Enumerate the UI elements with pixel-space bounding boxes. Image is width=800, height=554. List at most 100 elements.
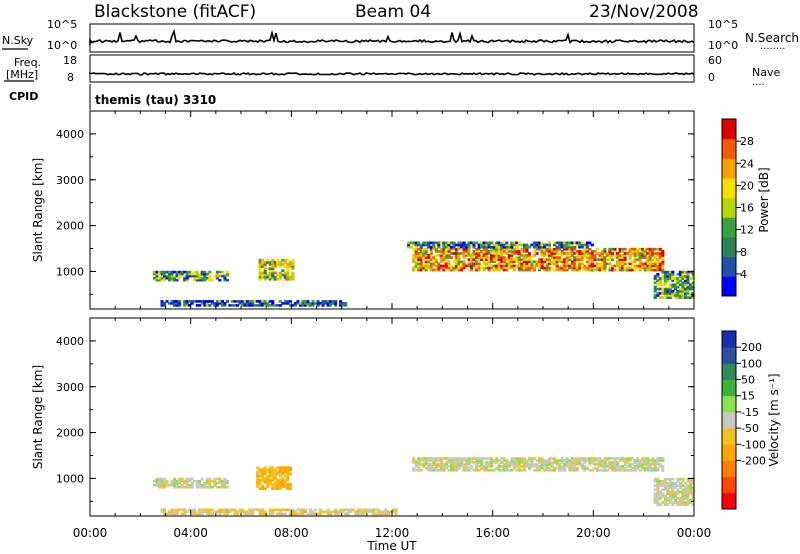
- data-cell: [681, 287, 685, 291]
- data-cell: [641, 463, 645, 466]
- data-cell: [205, 477, 209, 481]
- data-cell: [527, 467, 531, 470]
- data-cell: [593, 463, 597, 466]
- data-cell: [482, 465, 486, 468]
- data-cell: [173, 481, 177, 485]
- data-cell: [311, 300, 315, 303]
- data-cell: [633, 469, 637, 472]
- data-cell: [273, 480, 277, 484]
- data-cell: [663, 494, 667, 498]
- x-tick-label: 08:00: [274, 526, 309, 540]
- data-cell: [422, 268, 426, 272]
- data-cell: [183, 510, 187, 514]
- data-cell: [178, 477, 182, 481]
- data-cell: [419, 266, 423, 270]
- data-cell: [263, 302, 267, 305]
- data-cell: [427, 256, 431, 259]
- data-cell: [480, 467, 484, 470]
- data-cell: [447, 262, 451, 266]
- data-cell: [273, 261, 277, 264]
- data-cell: [653, 479, 657, 483]
- data-cell: [583, 457, 587, 460]
- data-cell: [558, 465, 562, 468]
- data-cell: [452, 459, 456, 462]
- data-cell: [208, 270, 212, 274]
- data-cell: [543, 247, 547, 251]
- data-cell: [663, 294, 667, 297]
- data-cell: [417, 467, 421, 470]
- data-cell: [467, 250, 471, 253]
- data-cell: [550, 461, 554, 464]
- data-cell: [243, 300, 247, 303]
- data-cell: [507, 260, 511, 264]
- data-cell: [160, 302, 164, 305]
- data-cell: [233, 510, 237, 514]
- data-cell: [454, 250, 458, 253]
- data-cell: [495, 250, 499, 253]
- data-cell: [480, 457, 484, 460]
- data-cell: [173, 508, 177, 512]
- data-cell: [424, 250, 428, 253]
- data-cell: [160, 481, 164, 485]
- data-cell: [432, 467, 436, 470]
- data-cell: [570, 247, 574, 251]
- data-cell: [273, 265, 277, 268]
- data-cell: [271, 269, 275, 273]
- data-cell: [691, 287, 695, 291]
- data-cell: [646, 258, 650, 261]
- data-cell: [517, 262, 521, 266]
- data-cell: [497, 250, 501, 253]
- data-cell: [565, 461, 569, 464]
- data-cell: [689, 287, 693, 291]
- data-cell: [663, 486, 667, 489]
- data-cell: [676, 484, 680, 487]
- data-cell: [623, 461, 627, 464]
- data-cell: [495, 252, 499, 255]
- data-cell: [215, 485, 219, 489]
- data-cell: [296, 508, 300, 512]
- data-cell: [648, 469, 652, 472]
- data-cell: [616, 467, 620, 470]
- data-cell: [465, 459, 469, 462]
- data-cell: [477, 252, 481, 255]
- data-cell: [213, 483, 217, 487]
- data-cell: [477, 258, 481, 261]
- data-cell: [545, 247, 549, 251]
- data-cell: [220, 302, 224, 305]
- data-cell: [344, 302, 348, 305]
- data-cell: [623, 254, 627, 257]
- data-cell: [563, 241, 567, 245]
- data-cell: [502, 268, 506, 272]
- data-cell: [205, 512, 209, 516]
- data-cell: [407, 245, 411, 249]
- data-cell: [686, 283, 690, 287]
- data-cell: [220, 481, 224, 485]
- data-cell: [598, 463, 602, 466]
- data-cell: [522, 266, 526, 270]
- data-cell: [666, 275, 670, 278]
- data-cell: [344, 304, 348, 307]
- data-cell: [163, 276, 167, 280]
- data-cell: [628, 457, 632, 460]
- data-cell: [198, 276, 202, 280]
- data-cell: [477, 262, 481, 266]
- data-cell: [460, 262, 464, 266]
- data-cell: [603, 268, 607, 272]
- data-cell: [598, 469, 602, 472]
- data-cell: [155, 274, 159, 278]
- data-cell: [563, 260, 567, 264]
- data-cell: [434, 467, 438, 470]
- data-cell: [210, 479, 214, 483]
- data-cell: [603, 252, 607, 255]
- data-cell: [361, 512, 365, 516]
- data-cell: [658, 482, 662, 485]
- data-cell: [658, 463, 662, 466]
- data-cell: [580, 467, 584, 470]
- data-cell: [608, 461, 612, 464]
- data-cell: [661, 484, 665, 487]
- data-cell: [658, 264, 662, 268]
- data-cell: [374, 512, 378, 516]
- data-cell: [646, 463, 650, 466]
- data-cell: [530, 461, 534, 464]
- data-cell: [190, 272, 194, 276]
